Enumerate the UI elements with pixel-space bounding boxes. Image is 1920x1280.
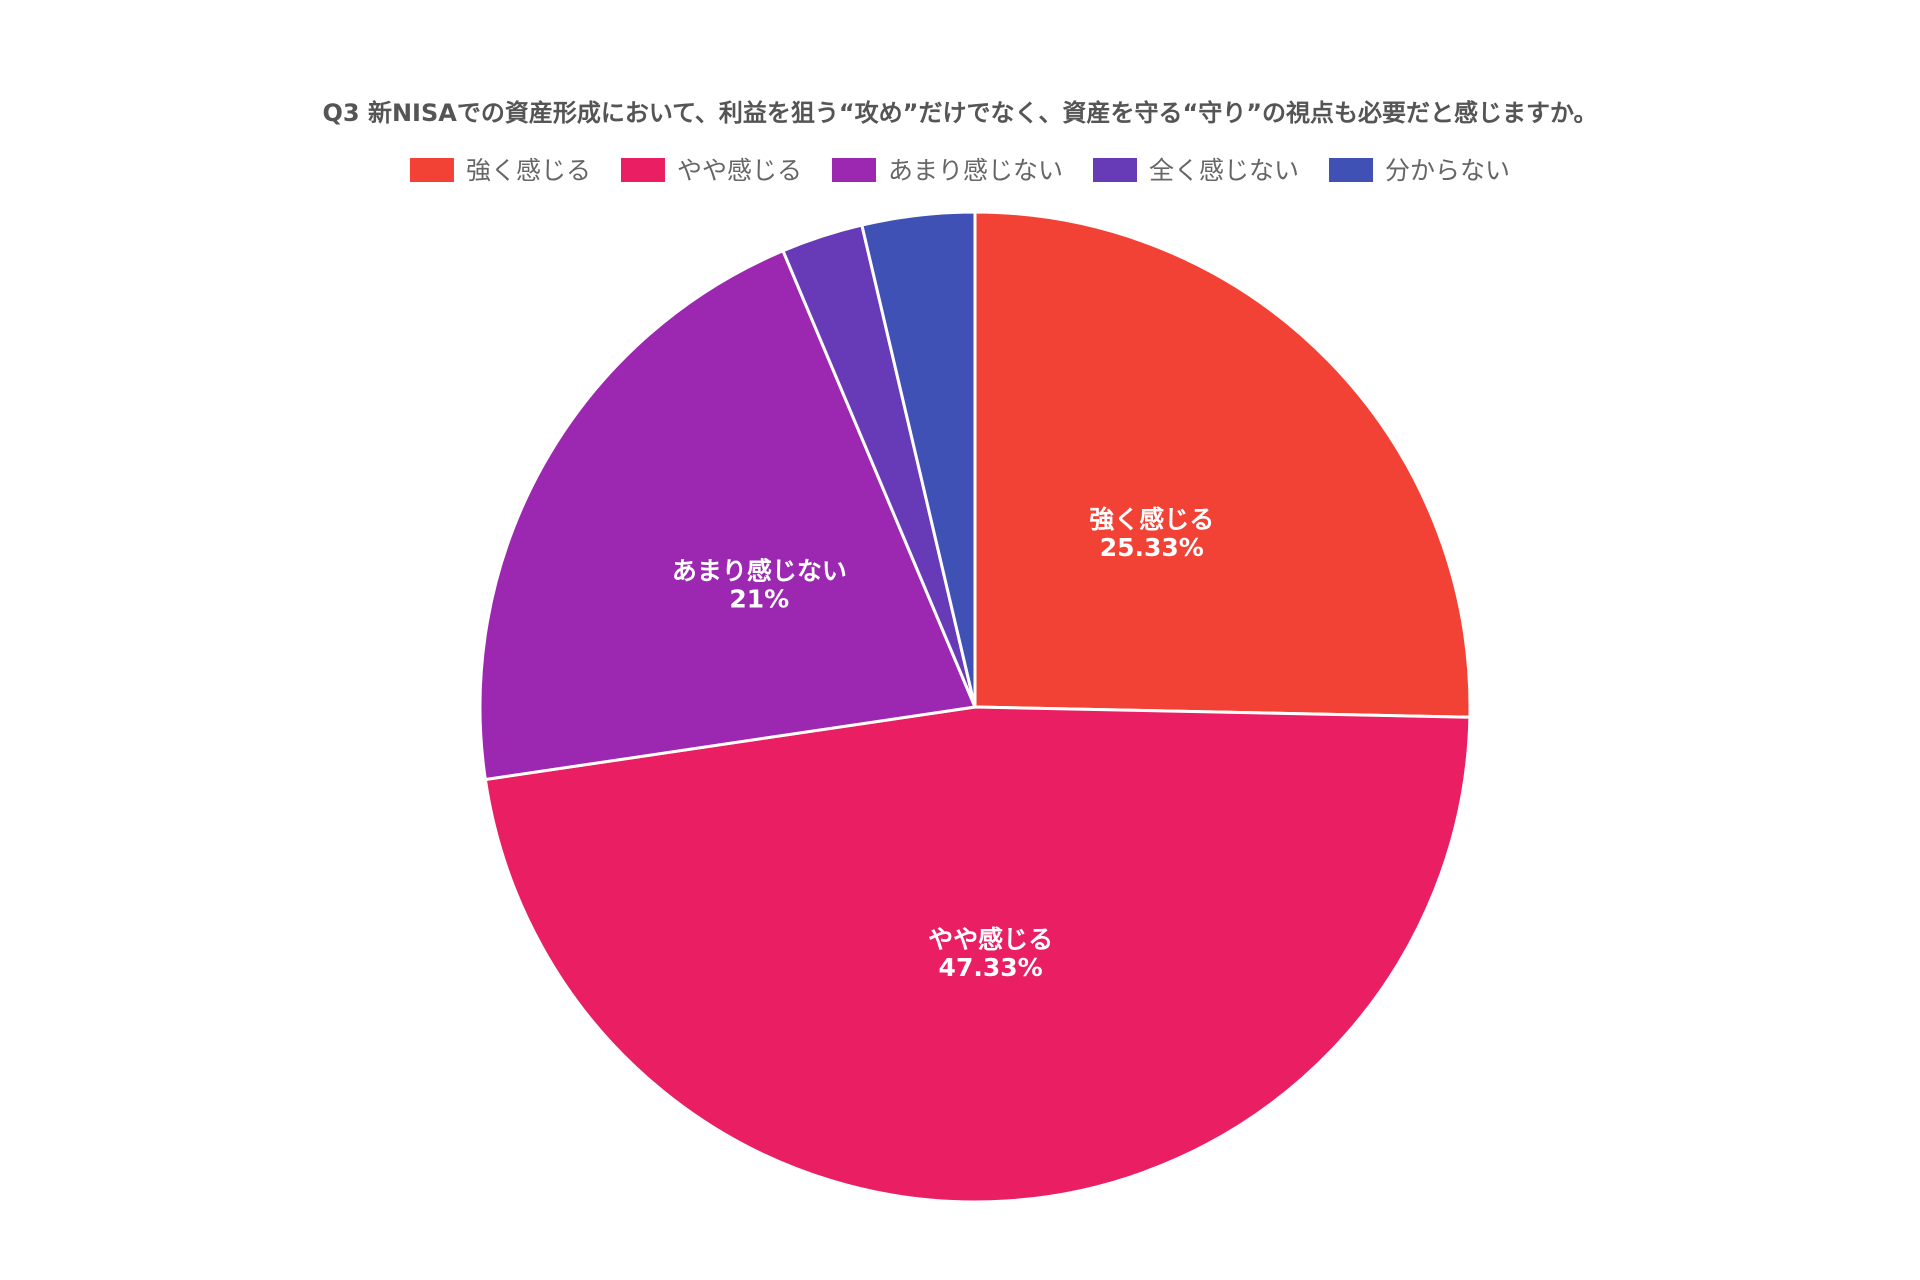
legend-swatch-3	[831, 158, 876, 182]
chart-title: Q3 新NISAでの資産形成において、利益を狙う“攻め”だけでなく、資産を守る“…	[322, 99, 1597, 127]
legend-label-5: 分からない	[1385, 156, 1510, 185]
legend-item-4: 全く感じない	[1093, 156, 1299, 185]
legend-label-1: 強く感じる	[466, 156, 591, 185]
slice-label-value-2: 47.33%	[939, 953, 1043, 982]
legend-item-3: あまり感じない	[831, 156, 1063, 185]
legend-swatch-4	[1093, 158, 1138, 182]
legend-swatch-5	[1329, 158, 1374, 182]
legend-label-4: 全く感じない	[1149, 156, 1299, 185]
legend-item-1: 強く感じる	[409, 156, 591, 185]
slice-label-category-2: やや感じる	[928, 925, 1053, 954]
slice-label-value-3: 21%	[729, 585, 789, 614]
legend-swatch-2	[620, 158, 665, 182]
slice-label-value-1: 25.33%	[1100, 533, 1204, 562]
legend-label-3: あまり感じない	[888, 156, 1063, 185]
pie-slice-1	[973, 210, 1472, 719]
legend-item-5: 分からない	[1329, 156, 1510, 185]
pie-slices	[478, 210, 1472, 1204]
legend-label-2: やや感じる	[677, 156, 802, 185]
pie-slice-2	[483, 705, 1472, 1204]
pie-slice-5	[860, 210, 977, 709]
legend: 強く感じる やや感じる あまり感じない 全く感じない 分からない	[409, 156, 1510, 185]
legend-item-2: やや感じる	[620, 156, 802, 185]
pie-slice-3	[478, 249, 977, 782]
slice-label-category-1: 強く感じる	[1089, 505, 1214, 534]
legend-swatch-1	[409, 158, 454, 182]
slice-label-category-3: あまり感じない	[672, 557, 847, 586]
